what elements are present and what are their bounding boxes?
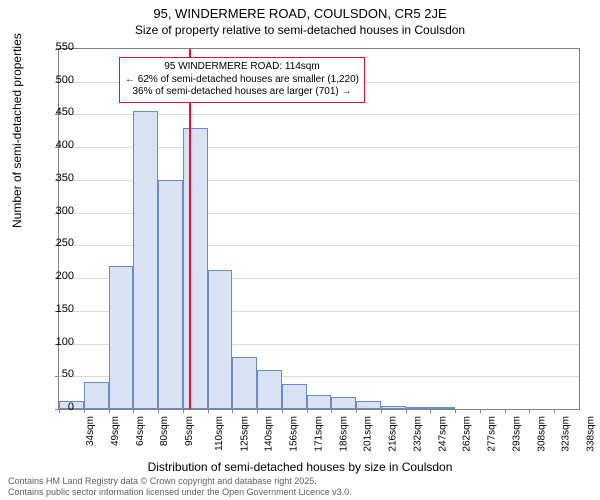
xtick-label: 308sqm: [536, 416, 547, 452]
histogram-bar: [109, 266, 134, 409]
y-axis-label: Number of semi-detached properties: [10, 33, 24, 228]
histogram-bar: [331, 397, 356, 409]
xtick-label: 232sqm: [412, 416, 423, 452]
xtick-mark: [529, 409, 530, 413]
chart-container: 95, WINDERMERE ROAD, COULSDON, CR5 2JE S…: [0, 0, 600, 500]
marker-line: [189, 49, 191, 409]
xtick-mark: [430, 409, 431, 413]
histogram-bar: [183, 128, 208, 409]
histogram-bar: [84, 382, 109, 409]
ytick-label: 0: [44, 401, 74, 413]
xtick-label: 186sqm: [338, 416, 349, 452]
ytick-label: 150: [44, 303, 74, 315]
xtick-mark: [356, 409, 357, 413]
xtick-label: 323sqm: [561, 416, 572, 452]
xtick-mark: [109, 409, 110, 413]
xtick-mark: [84, 409, 85, 413]
ytick-label: 350: [44, 172, 74, 184]
xtick-label: 34sqm: [85, 416, 96, 446]
xtick-label: 110sqm: [214, 416, 225, 451]
plot-area: 95 WINDERMERE ROAD: 114sqm← 62% of semi-…: [58, 48, 580, 410]
ytick-label: 450: [44, 106, 74, 118]
xtick-mark: [183, 409, 184, 413]
xtick-mark: [257, 409, 258, 413]
histogram-bar: [381, 406, 406, 409]
xtick-label: 171sqm: [313, 416, 324, 452]
chart-subtitle: Size of property relative to semi-detach…: [0, 23, 600, 41]
xtick-mark: [455, 409, 456, 413]
xtick-label: 95sqm: [184, 416, 195, 446]
histogram-bar: [430, 407, 455, 409]
xtick-mark: [232, 409, 233, 413]
callout-line: ← 62% of semi-detached houses are smalle…: [125, 74, 359, 87]
ytick-label: 50: [44, 368, 74, 380]
histogram-bar: [406, 407, 431, 409]
xtick-label: 216sqm: [388, 416, 399, 452]
xtick-label: 277sqm: [487, 416, 498, 452]
histogram-bar: [158, 180, 183, 409]
xtick-mark: [381, 409, 382, 413]
xtick-label: 262sqm: [462, 416, 473, 452]
histogram-bar: [307, 395, 332, 409]
histogram-bar: [356, 401, 381, 409]
xtick-label: 156sqm: [289, 416, 300, 452]
ytick-label: 300: [44, 205, 74, 217]
xtick-mark: [406, 409, 407, 413]
ytick-label: 550: [44, 41, 74, 53]
histogram-bar: [282, 384, 307, 409]
xtick-mark: [480, 409, 481, 413]
xtick-label: 293sqm: [512, 416, 523, 452]
x-axis-label: Distribution of semi-detached houses by …: [0, 460, 600, 474]
callout-line: 36% of semi-detached houses are larger (…: [125, 86, 359, 99]
histogram-bar: [232, 357, 257, 409]
ytick-label: 200: [44, 270, 74, 282]
histogram-bar: [133, 111, 158, 409]
attribution-text: Contains HM Land Registry data © Crown c…: [8, 476, 352, 498]
attribution-line1: Contains HM Land Registry data © Crown c…: [8, 476, 352, 487]
callout-box: 95 WINDERMERE ROAD: 114sqm← 62% of semi-…: [119, 57, 365, 103]
xtick-label: 125sqm: [239, 416, 250, 452]
ytick-label: 500: [44, 74, 74, 86]
xtick-mark: [331, 409, 332, 413]
ytick-label: 250: [44, 237, 74, 249]
xtick-mark: [505, 409, 506, 413]
xtick-label: 140sqm: [264, 416, 275, 452]
xtick-mark: [554, 409, 555, 413]
xtick-mark: [133, 409, 134, 413]
xtick-label: 201sqm: [363, 416, 374, 452]
ytick-label: 400: [44, 139, 74, 151]
chart-title: 95, WINDERMERE ROAD, COULSDON, CR5 2JE: [0, 0, 600, 23]
xtick-mark: [307, 409, 308, 413]
histogram-bar: [257, 370, 282, 409]
xtick-label: 64sqm: [135, 416, 146, 446]
xtick-label: 247sqm: [437, 416, 448, 452]
attribution-line2: Contains public sector information licen…: [8, 487, 352, 498]
xtick-mark: [208, 409, 209, 413]
xtick-label: 49sqm: [110, 416, 121, 446]
callout-line: 95 WINDERMERE ROAD: 114sqm: [125, 61, 359, 74]
histogram-bar: [208, 270, 233, 409]
xtick-label: 80sqm: [159, 416, 170, 446]
xtick-label: 338sqm: [586, 416, 597, 452]
xtick-mark: [158, 409, 159, 413]
xtick-mark: [282, 409, 283, 413]
ytick-label: 100: [44, 336, 74, 348]
